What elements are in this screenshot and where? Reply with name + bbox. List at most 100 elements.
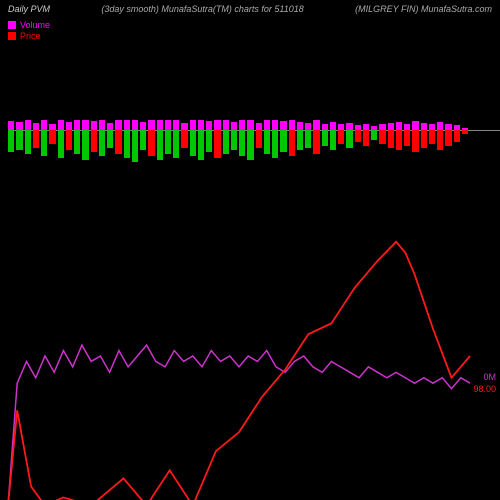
volume-bar-top (256, 123, 262, 130)
volume-bar (157, 130, 163, 160)
volume-bar (41, 130, 47, 156)
header-right: (MILGREY FIN) MunafaSutra.com (355, 4, 492, 14)
header-center: (3day smooth) MunafaSutra(TM) charts for… (50, 4, 355, 14)
legend-price-box (8, 32, 16, 40)
volume-bar (82, 130, 88, 160)
volume-bar-top (313, 120, 319, 130)
volume-bar (272, 130, 278, 158)
volume-bar (206, 130, 212, 152)
legend-price: Price (8, 31, 492, 41)
volume-bar (421, 130, 427, 148)
volume-bar (124, 130, 130, 158)
volume-bar (388, 130, 394, 148)
volume-bar-top (388, 123, 394, 130)
legend: Volume Price (0, 18, 500, 44)
volume-bar-top (58, 120, 64, 130)
volume-bar-top (99, 120, 105, 130)
volume-bar (437, 130, 443, 150)
volume-bar-top (421, 123, 427, 130)
legend-price-label: Price (20, 31, 41, 41)
volume-bar-top (239, 120, 245, 130)
legend-volume-box (8, 21, 16, 29)
volume-bar (371, 130, 377, 140)
volume-bar-top (115, 120, 121, 130)
volume-bar (330, 130, 336, 150)
volume-bar-top (264, 120, 270, 130)
volume-bar (132, 130, 138, 162)
volume-bar-top (165, 120, 171, 130)
axis-label-0m: 0M (483, 372, 496, 382)
volume-bar-top (247, 120, 253, 130)
line-overlay (8, 220, 470, 492)
volume-bar (280, 130, 286, 152)
volume-bar-top (82, 120, 88, 130)
volume-bar-top (66, 122, 72, 130)
volume-bar-top (140, 122, 146, 130)
volume-bar (247, 130, 253, 160)
volume-bar (363, 130, 369, 146)
volume-bar (223, 130, 229, 154)
volume-bar-top (214, 120, 220, 130)
price-line (8, 242, 470, 500)
legend-volume: Volume (8, 20, 492, 30)
chart-header: Daily PVM (3day smooth) MunafaSutra(TM) … (0, 0, 500, 18)
volume-bar (305, 130, 311, 148)
volume-bar (396, 130, 402, 150)
volume-bar-top (289, 120, 295, 130)
volume-bar-top (74, 120, 80, 130)
volume-bar (338, 130, 344, 144)
price-panel: 0M 98.00 (8, 220, 470, 492)
volume-bar (49, 130, 55, 144)
volume-bar-top (206, 121, 212, 130)
volume-bar (264, 130, 270, 154)
volume-bar (33, 130, 39, 148)
volume-bar-top (148, 120, 154, 130)
volume-bar (322, 130, 328, 146)
volume-bar-top (181, 123, 187, 130)
volume-bar (462, 130, 468, 134)
volume-bar-top (346, 123, 352, 130)
volume-bar (313, 130, 319, 154)
volume-bar-top (272, 120, 278, 130)
axis-label-price: 98.00 (473, 384, 496, 394)
volume-bar (190, 130, 196, 156)
volume-bar-top (198, 120, 204, 130)
volume-bar (454, 130, 460, 142)
volume-bar-top (132, 120, 138, 130)
volume-bar (404, 130, 410, 146)
volume-bar (346, 130, 352, 148)
volume-bar-top (223, 120, 229, 130)
volume-bar-top (437, 122, 443, 130)
volume-bar (289, 130, 295, 156)
volume-bar (239, 130, 245, 156)
volume-bar (355, 130, 361, 142)
volume-bar (256, 130, 262, 148)
volume-bar (198, 130, 204, 160)
volume-bar-top (280, 121, 286, 130)
volume-bar-top (8, 121, 14, 130)
volume-panel (8, 90, 470, 170)
volume-bar (107, 130, 113, 148)
volume-bar-top (412, 121, 418, 130)
volume-bar-top (305, 123, 311, 130)
volume-bar-top (33, 123, 39, 130)
volume-bar-top (157, 120, 163, 130)
volume-bar (115, 130, 121, 154)
volume-bar-top (91, 121, 97, 130)
volume-bar (8, 130, 14, 152)
volume-bar (297, 130, 303, 150)
volume-bar-top (16, 122, 22, 130)
header-left: Daily PVM (8, 4, 50, 14)
volume-bar-top (231, 122, 237, 130)
volume-bar (214, 130, 220, 158)
volume-bar (173, 130, 179, 158)
volume-bar (74, 130, 80, 154)
volume-bar-top (41, 120, 47, 130)
volume-bar-top (107, 123, 113, 130)
volume-bar (99, 130, 105, 156)
volume-bar-top (297, 122, 303, 130)
volume-bar (140, 130, 146, 150)
volume-bar (429, 130, 435, 144)
volume-bar (66, 130, 72, 150)
volume-bar (16, 130, 22, 150)
